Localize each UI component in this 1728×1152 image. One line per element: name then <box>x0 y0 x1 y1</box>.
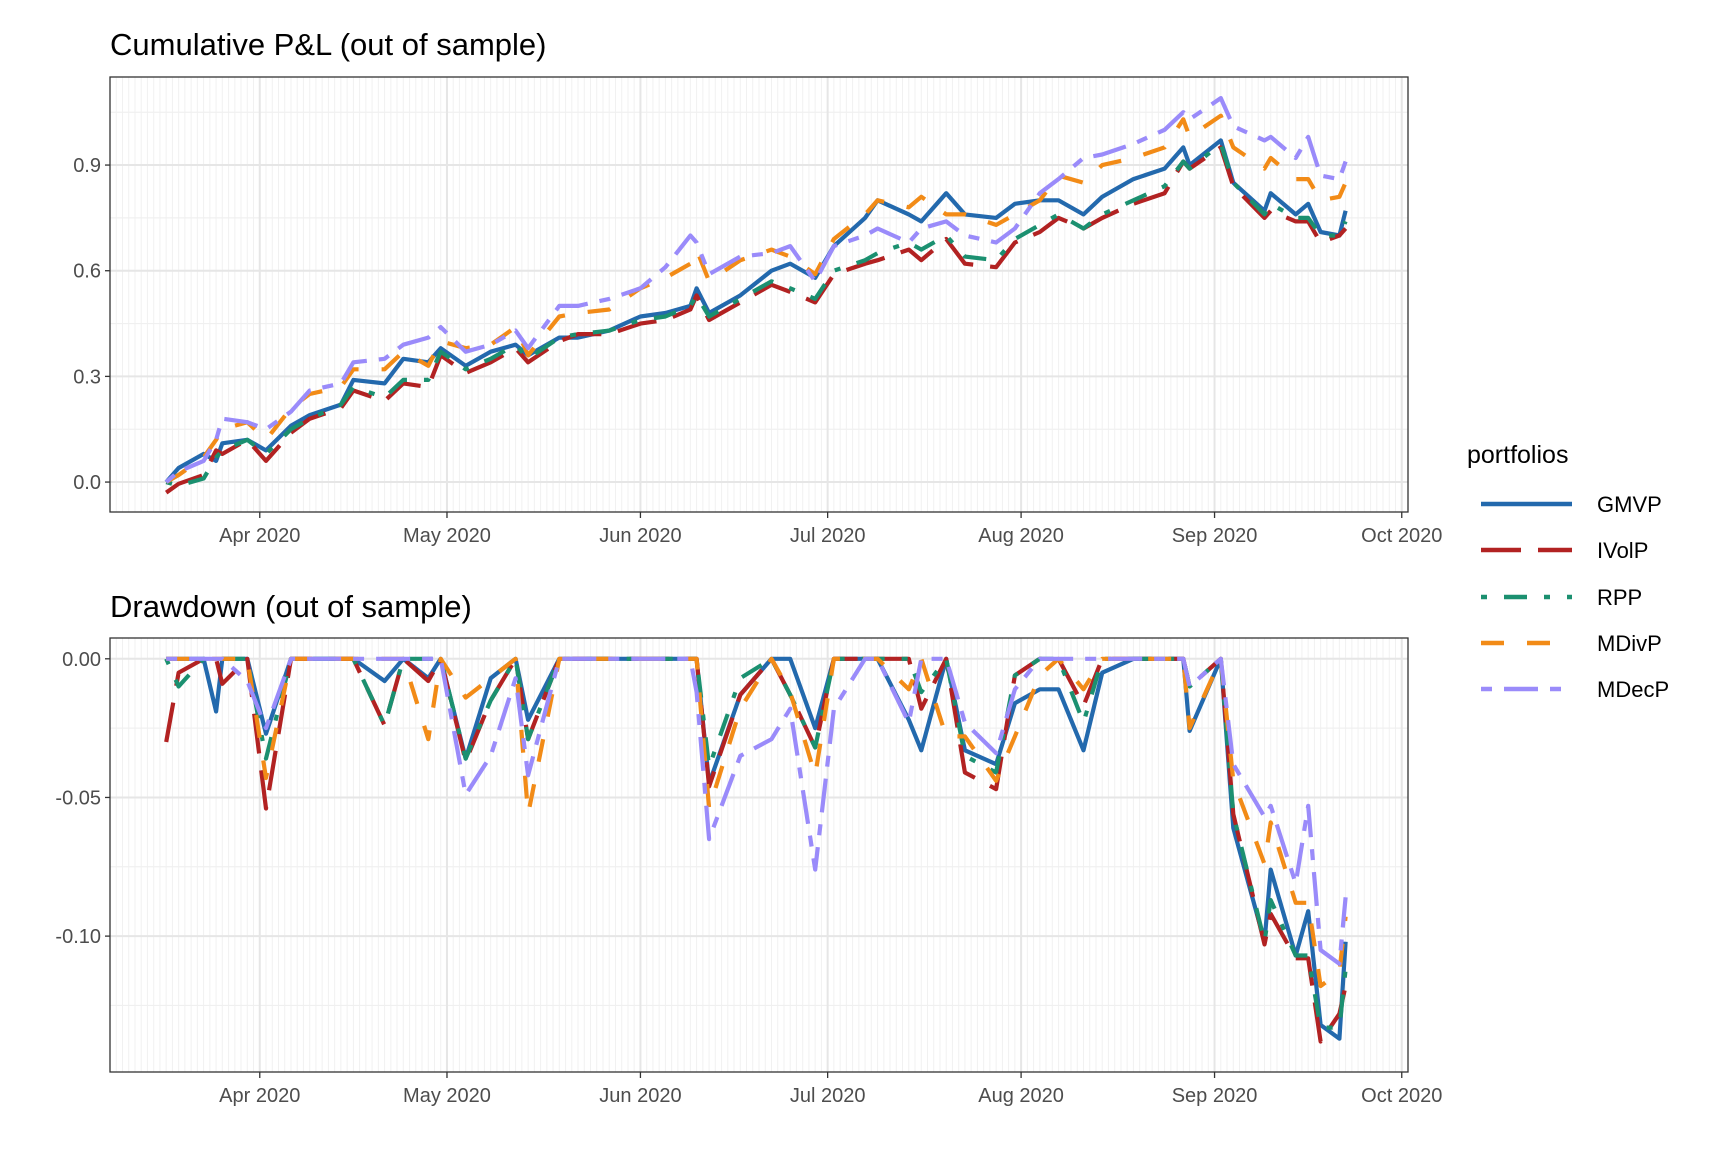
x-tick-label: Oct 2020 <box>1361 525 1442 547</box>
series-line-rpp <box>165 141 1348 488</box>
y-tick-label: 0.3 <box>73 366 101 388</box>
y-tick-label: 0.0 <box>73 472 101 494</box>
x-tick-label: Sep 2020 <box>1172 1085 1258 1107</box>
panel-border <box>109 637 1409 1073</box>
legend-label: MDecP <box>1597 677 1669 702</box>
legend: portfolios GMVP IVolP RPP MDivP MDecP <box>1467 441 1669 702</box>
x-tick-label: Aug 2020 <box>978 525 1064 547</box>
pnl-chart-title: Cumulative P&L (out of sample) <box>110 27 546 62</box>
legend-item-ivolp: IVolP <box>1481 538 1648 563</box>
y-tick-label: -0.05 <box>55 787 101 809</box>
series-line-mdecp <box>164 96 1348 484</box>
legend-label: MDivP <box>1597 631 1662 656</box>
y-tick-label: 0.00 <box>62 649 101 671</box>
pnl-panel: 0.0 0.3 0.6 0.9 Apr 2020 May 2020 Jun 2020 Jul … <box>73 76 1442 547</box>
legend-item-mdivp: MDivP <box>1481 631 1662 656</box>
legend-title: portfolios <box>1467 441 1568 469</box>
x-tick-label: May 2020 <box>403 525 491 547</box>
y-tick-label: 0.6 <box>73 261 101 283</box>
legend-label: RPP <box>1597 585 1642 610</box>
x-tick-label: Sep 2020 <box>1172 525 1258 547</box>
x-tick-label: May 2020 <box>403 1085 491 1107</box>
x-tick-label: Oct 2020 <box>1361 1085 1442 1107</box>
series-line-mdivp <box>165 113 1348 484</box>
legend-label: IVolP <box>1597 538 1648 563</box>
x-tick-label: Jun 2020 <box>599 1085 681 1107</box>
series-line-mdecp <box>166 656 1348 966</box>
x-tick-label: Apr 2020 <box>219 525 300 547</box>
drawdown-panel: 0.00 -0.05 -0.10 Apr 2020 May 2020 Jun 2020 Ju… <box>55 637 1442 1107</box>
x-tick-label: Apr 2020 <box>219 1085 300 1107</box>
y-tick-label: 0.9 <box>73 155 101 177</box>
series-group <box>164 96 1348 495</box>
y-tick-label: -0.10 <box>55 926 101 948</box>
legend-item-gmvp: GMVP <box>1481 492 1662 517</box>
series-line-mdivp <box>166 656 1348 989</box>
x-tick-label: Jun 2020 <box>599 525 681 547</box>
legend-item-mdecp: MDecP <box>1481 677 1669 702</box>
legend-label: GMVP <box>1597 492 1662 517</box>
panel-border <box>109 76 1409 513</box>
legend-item-rpp: RPP <box>1481 585 1642 610</box>
x-tick-label: Jul 2020 <box>790 1085 866 1107</box>
x-tick-label: Aug 2020 <box>978 1085 1064 1107</box>
series-group <box>164 656 1348 1044</box>
drawdown-chart-title: Drawdown (out of sample) <box>110 589 472 624</box>
x-tick-label: Jul 2020 <box>790 525 866 547</box>
